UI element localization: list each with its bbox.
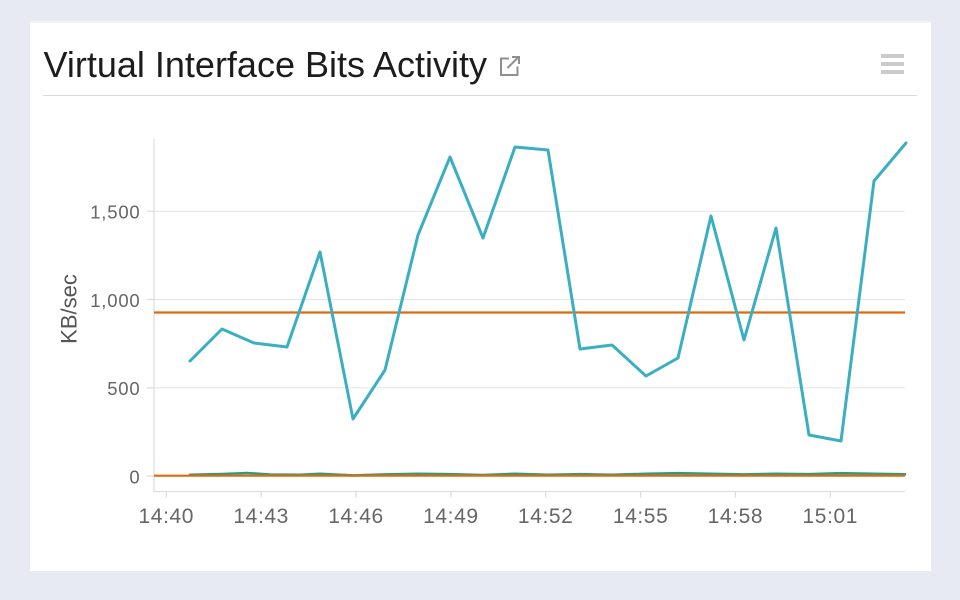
svg-text:14:49: 14:49	[423, 505, 479, 528]
svg-text:14:46: 14:46	[328, 505, 384, 528]
svg-text:500: 500	[107, 378, 140, 399]
svg-text:1,000: 1,000	[90, 290, 140, 311]
svg-text:14:55: 14:55	[613, 505, 669, 528]
svg-text:0: 0	[129, 466, 140, 487]
svg-text:14:58: 14:58	[708, 505, 764, 528]
svg-text:1,500: 1,500	[90, 202, 140, 223]
svg-text:14:52: 14:52	[518, 505, 574, 528]
svg-text:14:43: 14:43	[233, 505, 289, 528]
svg-text:15:01: 15:01	[803, 505, 859, 528]
svg-text:KB/sec: KB/sec	[57, 274, 82, 344]
svg-text:14:40: 14:40	[139, 505, 195, 528]
